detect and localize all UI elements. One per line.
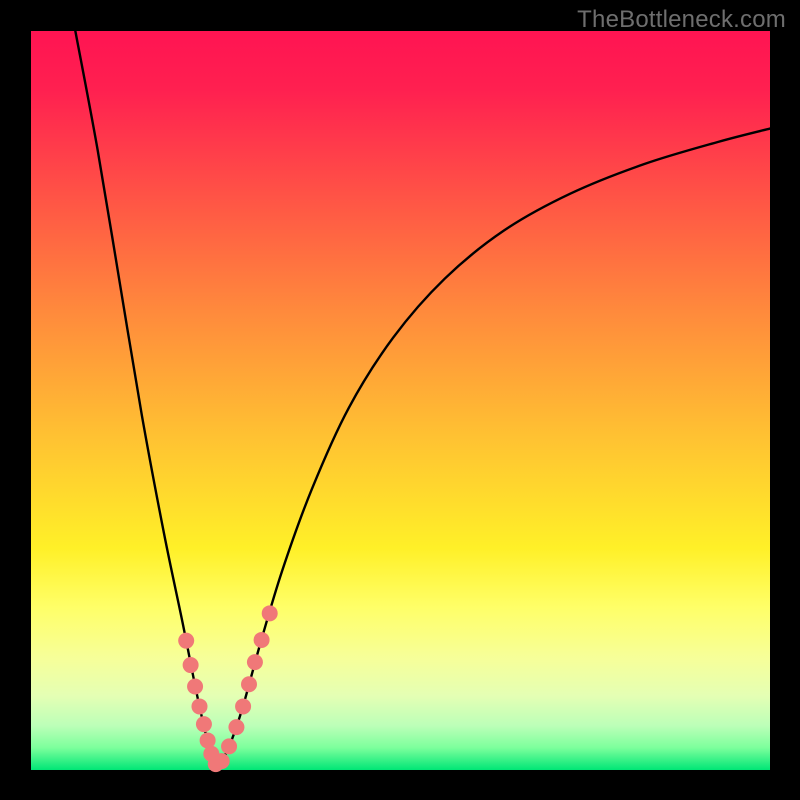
watermark-text: TheBottleneck.com bbox=[577, 6, 786, 34]
plot-area bbox=[31, 31, 770, 770]
chart-container: TheBottleneck.com bbox=[0, 0, 800, 800]
